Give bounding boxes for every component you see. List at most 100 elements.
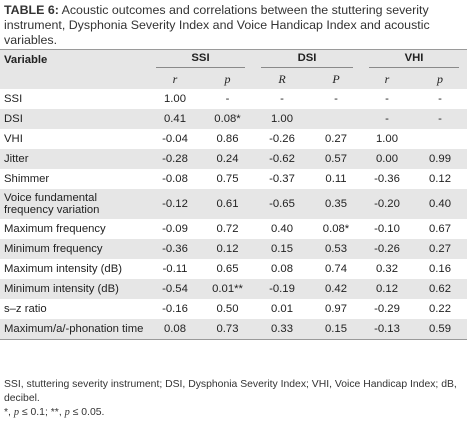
subheader-vhi-p: p <box>413 69 467 89</box>
table-cell: -0.13 <box>361 319 413 340</box>
table-cell: 0.62 <box>413 279 467 299</box>
table-cell: 0.27 <box>413 239 467 259</box>
table-cell: -0.19 <box>253 279 311 299</box>
table-cell: -0.04 <box>162 133 188 145</box>
table-cell: 0.27 <box>325 133 347 145</box>
row-label: VHI <box>4 133 23 145</box>
table-row: Voice fundamental frequency variation -0.… <box>0 189 467 219</box>
table-row: Minimum intensity (dB) -0.54 0.01** -0.19 0.… <box>0 279 467 299</box>
table-cell: 0.01** <box>202 279 253 299</box>
table-cell: 0.53 <box>311 239 361 259</box>
table-cell: 0.75 <box>216 173 239 185</box>
table-cell: -0.10 <box>374 223 400 235</box>
table-cell: 0.42 <box>311 279 361 299</box>
subheader-vhi-r: r <box>361 69 413 89</box>
subheader-blank <box>0 69 148 89</box>
row-label: Maximum frequency <box>4 223 106 235</box>
subheader-ssi-p: p <box>202 69 253 89</box>
table-row: Maximum intensity (dB) -0.11 0.65 0.08 0.74 0… <box>0 259 467 279</box>
table-cell: -0.62 <box>253 149 311 169</box>
table-row: VHI -0.04 0.86 -0.26 0.27 1.00 <box>0 129 467 149</box>
correlation-table: Variable SSI DSI VHI r p R P r p SSI 1.00… <box>0 49 467 340</box>
header-group-vhi: VHI <box>361 49 467 69</box>
table-cell <box>311 109 361 129</box>
table-cell: 0.33 <box>253 319 311 340</box>
table-row: Maximum/a/-phonation time 0.08 0.73 0.33 0.1… <box>0 319 467 340</box>
table-cell: 0.57 <box>311 149 361 169</box>
table-cell: 0.40 <box>413 189 467 219</box>
table-cell: 0.41 <box>148 109 202 129</box>
table-row: Maximum frequency -0.09 0.72 0.40 0.08* -0.10… <box>0 219 467 239</box>
table-cell: -0.29 <box>374 303 400 315</box>
abbreviations-note: SSI, stuttering severity instrument; DSI… <box>4 379 457 404</box>
table-cell: -0.28 <box>148 149 202 169</box>
table-cell: 0.22 <box>429 303 451 315</box>
table-row: s–z ratio -0.16 0.50 0.01 0.97 -0.29 0.22 <box>0 299 467 319</box>
row-label: s–z ratio <box>4 303 47 315</box>
caption-text: Acoustic outcomes and correlations betwe… <box>4 3 430 47</box>
table-cell: -0.20 <box>361 189 413 219</box>
table-cell: -0.36 <box>374 173 400 185</box>
table-cell: 0.40 <box>271 223 293 235</box>
table-cell: 0.11 <box>325 173 347 185</box>
row-label: Jitter <box>0 149 148 169</box>
table-cell: 0.97 <box>325 303 347 315</box>
subheader-row: r p R P r p <box>0 69 467 89</box>
table-cell: 0.59 <box>413 319 467 340</box>
table-cell: 0.08 <box>271 263 293 275</box>
table-row: Minimum frequency -0.36 0.12 0.15 0.53 -0.26 0… <box>0 239 467 259</box>
table-cell: 0.16 <box>429 263 451 275</box>
table-cell: 1.00 <box>164 93 186 105</box>
table-cell: - <box>334 93 338 105</box>
table-cell: 0.01 <box>271 303 293 315</box>
table-cell: - <box>385 93 389 105</box>
row-label: DSI <box>0 109 148 129</box>
header-group-ssi: SSI <box>148 49 253 69</box>
table-cell: 0.12 <box>202 239 253 259</box>
table-cell: - <box>361 109 413 129</box>
header-variable: Variable <box>0 49 148 69</box>
table-cell: -0.11 <box>162 263 188 275</box>
table-cell: 0.65 <box>216 263 239 275</box>
table-cell: 0.74 <box>325 263 347 275</box>
row-label: Minimum frequency <box>0 239 148 259</box>
row-label: Voice fundamental frequency variation <box>0 189 148 219</box>
table-notes: SSI, stuttering severity instrument; DSI… <box>4 378 462 420</box>
table-row: SSI 1.00 - - - - - <box>0 89 467 109</box>
table-row: Jitter -0.28 0.24 -0.62 0.57 0.00 0.99 <box>0 149 467 169</box>
table-cell: 1.00 <box>253 109 311 129</box>
table-cell: 0.32 <box>376 263 398 275</box>
row-label: Maximum intensity (dB) <box>4 263 123 275</box>
table-row: Shimmer -0.08 0.75 -0.37 0.11 -0.36 0.12 <box>0 169 467 189</box>
table-cell: 0.61 <box>202 189 253 219</box>
caption-label: TABLE 6: <box>4 3 59 17</box>
table-cell: 0.08* <box>322 223 350 235</box>
table-caption: TABLE 6: Acoustic outcomes and correlati… <box>4 3 459 48</box>
row-label: Maximum/a/-phonation time <box>0 319 148 340</box>
row-label: Minimum intensity (dB) <box>0 279 148 299</box>
table-cell: 1.00 <box>376 133 398 145</box>
table-cell: 0.73 <box>202 319 253 340</box>
table-cell: 0.50 <box>216 303 239 315</box>
table-cell: 0.24 <box>202 149 253 169</box>
table-cell: -0.36 <box>148 239 202 259</box>
table-cell: -0.16 <box>162 303 188 315</box>
table-cell <box>413 129 467 149</box>
header-group-dsi: DSI <box>253 49 361 69</box>
table-cell: 0.99 <box>413 149 467 169</box>
table-cell: -0.26 <box>361 239 413 259</box>
header-row: Variable SSI DSI VHI <box>0 49 467 69</box>
subheader-dsi-p: P <box>311 69 361 89</box>
table-cell: 0.86 <box>216 133 239 145</box>
subheader-ssi-r: r <box>148 69 202 89</box>
table-cell: -0.09 <box>162 223 188 235</box>
table-cell: - <box>280 93 284 105</box>
table-cell: -0.12 <box>148 189 202 219</box>
table-cell: - <box>438 93 442 105</box>
table-cell: - <box>225 93 230 105</box>
significance-note: *, p ≤ 0.1; **, p ≤ 0.05. <box>4 407 105 418</box>
table-cell: -0.65 <box>253 189 311 219</box>
table-cell: 0.67 <box>429 223 451 235</box>
table-cell: 0.08* <box>202 109 253 129</box>
table-cell: 0.00 <box>361 149 413 169</box>
